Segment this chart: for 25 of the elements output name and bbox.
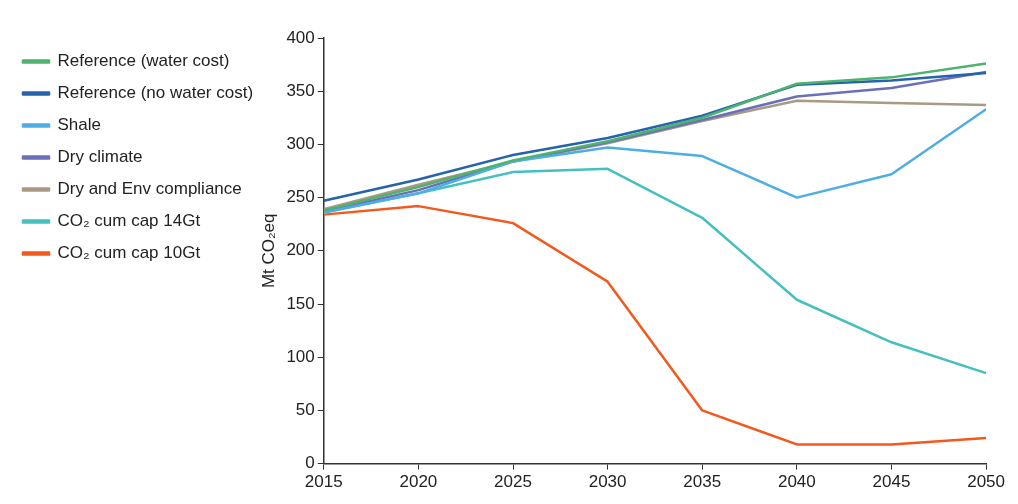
legend-label: CO₂ cum cap 14Gt (57, 211, 201, 231)
y-tick-label: 50 (295, 400, 315, 420)
y-tick-label: 400 (286, 27, 315, 47)
y-tick-label: 250 (286, 187, 315, 207)
y-tick-label: 100 (286, 346, 315, 366)
legend-label: Shale (57, 115, 101, 135)
legend-label: CO₂ cum cap 10Gt (57, 243, 201, 263)
y-axis-title: Mt CO₂eq (258, 213, 278, 289)
x-tick-label: 2035 (683, 472, 722, 492)
x-tick-label: 2030 (588, 472, 627, 492)
x-tick-label: 2045 (872, 472, 911, 492)
x-tick-label: 2015 (304, 472, 343, 492)
x-tick-label: 2050 (967, 472, 1005, 492)
y-tick-label: 200 (286, 240, 315, 260)
x-tick-label: 2025 (494, 472, 532, 492)
legend-label: Reference (no water cost) (57, 83, 254, 103)
legend-label: Dry climate (57, 147, 143, 167)
legend-label: Reference (water cost) (57, 51, 230, 71)
x-tick-label: 2040 (777, 472, 816, 492)
legend-label: Dry and Env compliance (57, 179, 242, 199)
x-tick-label: 2020 (399, 472, 438, 492)
y-tick-label: 0 (305, 453, 315, 473)
y-tick-label: 350 (286, 80, 315, 100)
y-tick-label: 150 (286, 293, 315, 313)
y-tick-label: 300 (286, 134, 315, 154)
